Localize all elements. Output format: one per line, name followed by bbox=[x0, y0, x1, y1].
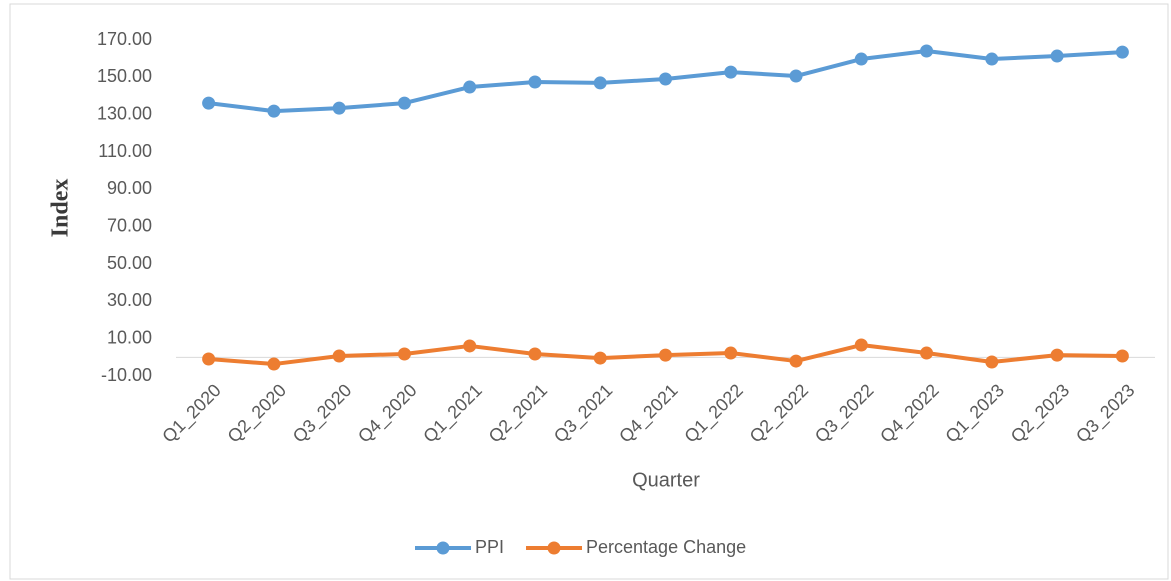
legend-label: Percentage Change bbox=[586, 537, 746, 557]
point bbox=[985, 52, 999, 66]
legend-marker bbox=[436, 541, 450, 555]
y-tick-label: 70.00 bbox=[107, 215, 152, 235]
legend-marker bbox=[547, 541, 561, 555]
point bbox=[267, 104, 281, 118]
point bbox=[528, 347, 542, 361]
x-tick-label: Q1_2022 bbox=[680, 380, 747, 447]
point bbox=[1050, 348, 1064, 362]
point bbox=[463, 80, 477, 94]
point bbox=[659, 72, 672, 86]
point bbox=[1115, 45, 1129, 59]
y-tick-label: 30.00 bbox=[107, 290, 152, 310]
point bbox=[593, 351, 607, 365]
x-tick-label: Q1_2021 bbox=[419, 380, 486, 447]
y-tick-label: 170.00 bbox=[97, 29, 152, 49]
point bbox=[1115, 349, 1129, 363]
point bbox=[202, 352, 216, 366]
y-tick-label: 90.00 bbox=[107, 178, 152, 198]
y-tick-label: 50.00 bbox=[107, 253, 152, 273]
point bbox=[854, 338, 868, 352]
point bbox=[397, 96, 411, 110]
point bbox=[789, 354, 803, 368]
x-tick-label: Q2_2022 bbox=[746, 380, 813, 447]
point bbox=[920, 44, 934, 58]
point bbox=[985, 355, 999, 369]
point bbox=[463, 339, 477, 353]
x-tick-label: Q3_2022 bbox=[811, 380, 878, 447]
point bbox=[920, 346, 934, 360]
point bbox=[854, 52, 868, 66]
point bbox=[659, 348, 672, 362]
x-tick-label: Q2_2021 bbox=[485, 380, 552, 447]
point bbox=[332, 101, 346, 115]
x-tick-label: Q3_2021 bbox=[550, 380, 617, 447]
point bbox=[724, 65, 738, 79]
point bbox=[397, 347, 411, 361]
x-tick-label: Q3_2023 bbox=[1072, 380, 1139, 447]
x-tick-label: Q1_2023 bbox=[941, 380, 1008, 447]
point bbox=[528, 75, 542, 89]
point bbox=[202, 96, 216, 110]
y-tick-label: 150.00 bbox=[97, 66, 152, 86]
point bbox=[332, 349, 346, 363]
x-tick-label: Q3_2020 bbox=[289, 380, 356, 447]
y-tick-label: -10.00 bbox=[101, 365, 152, 385]
point bbox=[724, 346, 738, 360]
x-tick-label: Q4_2020 bbox=[354, 380, 421, 447]
y-tick-label: 10.00 bbox=[107, 327, 152, 347]
x-tick-label: Q2_2023 bbox=[1007, 380, 1074, 447]
legend-label: PPI bbox=[475, 537, 504, 557]
x-tick-label: Q2_2020 bbox=[224, 380, 291, 447]
x-axis-label: Quarter bbox=[632, 469, 700, 491]
x-tick-label: Q4_2022 bbox=[876, 380, 943, 447]
point bbox=[789, 69, 803, 83]
y-tick-label: 110.00 bbox=[98, 141, 152, 161]
chart-border bbox=[9, 3, 1169, 580]
y-axis-label: Index bbox=[48, 179, 74, 238]
x-tick-label: Q1_2020 bbox=[158, 380, 225, 447]
point bbox=[267, 357, 281, 371]
y-tick-label: 130.00 bbox=[97, 103, 152, 123]
x-tick-label: Q4_2021 bbox=[615, 380, 682, 447]
point bbox=[1050, 49, 1064, 63]
point bbox=[593, 76, 607, 90]
